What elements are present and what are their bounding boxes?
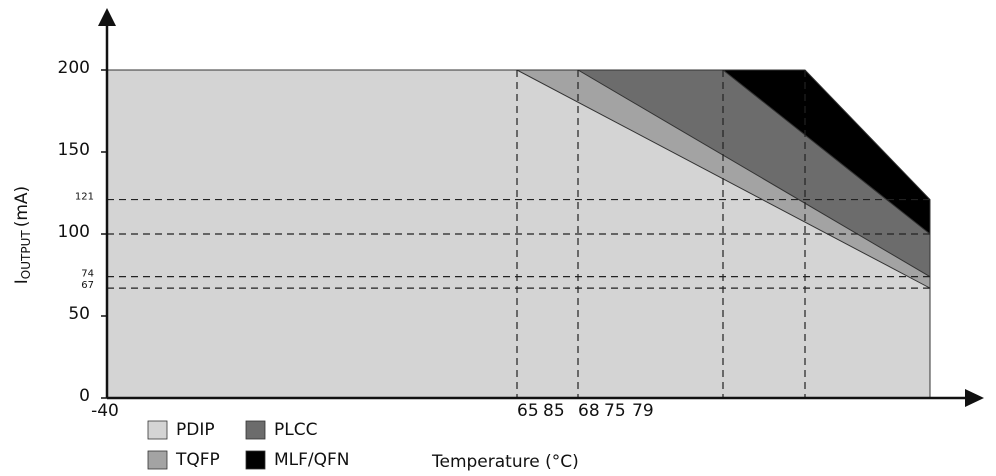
- y-axis-label: IOUTPUT (mA): [12, 186, 33, 284]
- x-axis-label: Temperature (°C): [431, 452, 579, 472]
- legend-label: PDIP: [176, 420, 215, 440]
- x-tick-label: 79: [632, 401, 654, 421]
- legend-swatch: [147, 420, 168, 440]
- y-label-main: I: [12, 279, 32, 284]
- legend-swatch: [147, 450, 168, 470]
- y-label-sub: OUTPUT: [19, 230, 33, 280]
- y-tick-label: 50: [68, 304, 90, 324]
- ref-label: 121: [75, 192, 94, 203]
- y-tick-label: 200: [58, 58, 90, 78]
- y-tick-label: 150: [58, 140, 90, 160]
- y-tick-label: 0: [79, 386, 90, 406]
- legend-swatch: [245, 450, 266, 470]
- legend-label: TQFP: [175, 450, 220, 470]
- x-axis-arrow: [965, 389, 984, 407]
- legend-label: MLF/QFN: [274, 450, 350, 470]
- x-tick-label: 85: [543, 401, 565, 421]
- legend-swatch: [245, 420, 266, 440]
- legend-label: PLCC: [274, 420, 317, 440]
- ref-label: 74: [81, 269, 94, 280]
- x-tick-label: 75: [604, 401, 626, 421]
- x-tick-label: -40: [91, 401, 119, 421]
- y-tick-label: 100: [58, 222, 90, 242]
- x-tick-label: 68: [578, 401, 600, 421]
- y-axis-arrow: [98, 8, 116, 26]
- y-label-unit: (mA): [12, 186, 32, 227]
- x-tick-label: 65: [517, 401, 539, 421]
- ref-label: 67: [81, 280, 94, 291]
